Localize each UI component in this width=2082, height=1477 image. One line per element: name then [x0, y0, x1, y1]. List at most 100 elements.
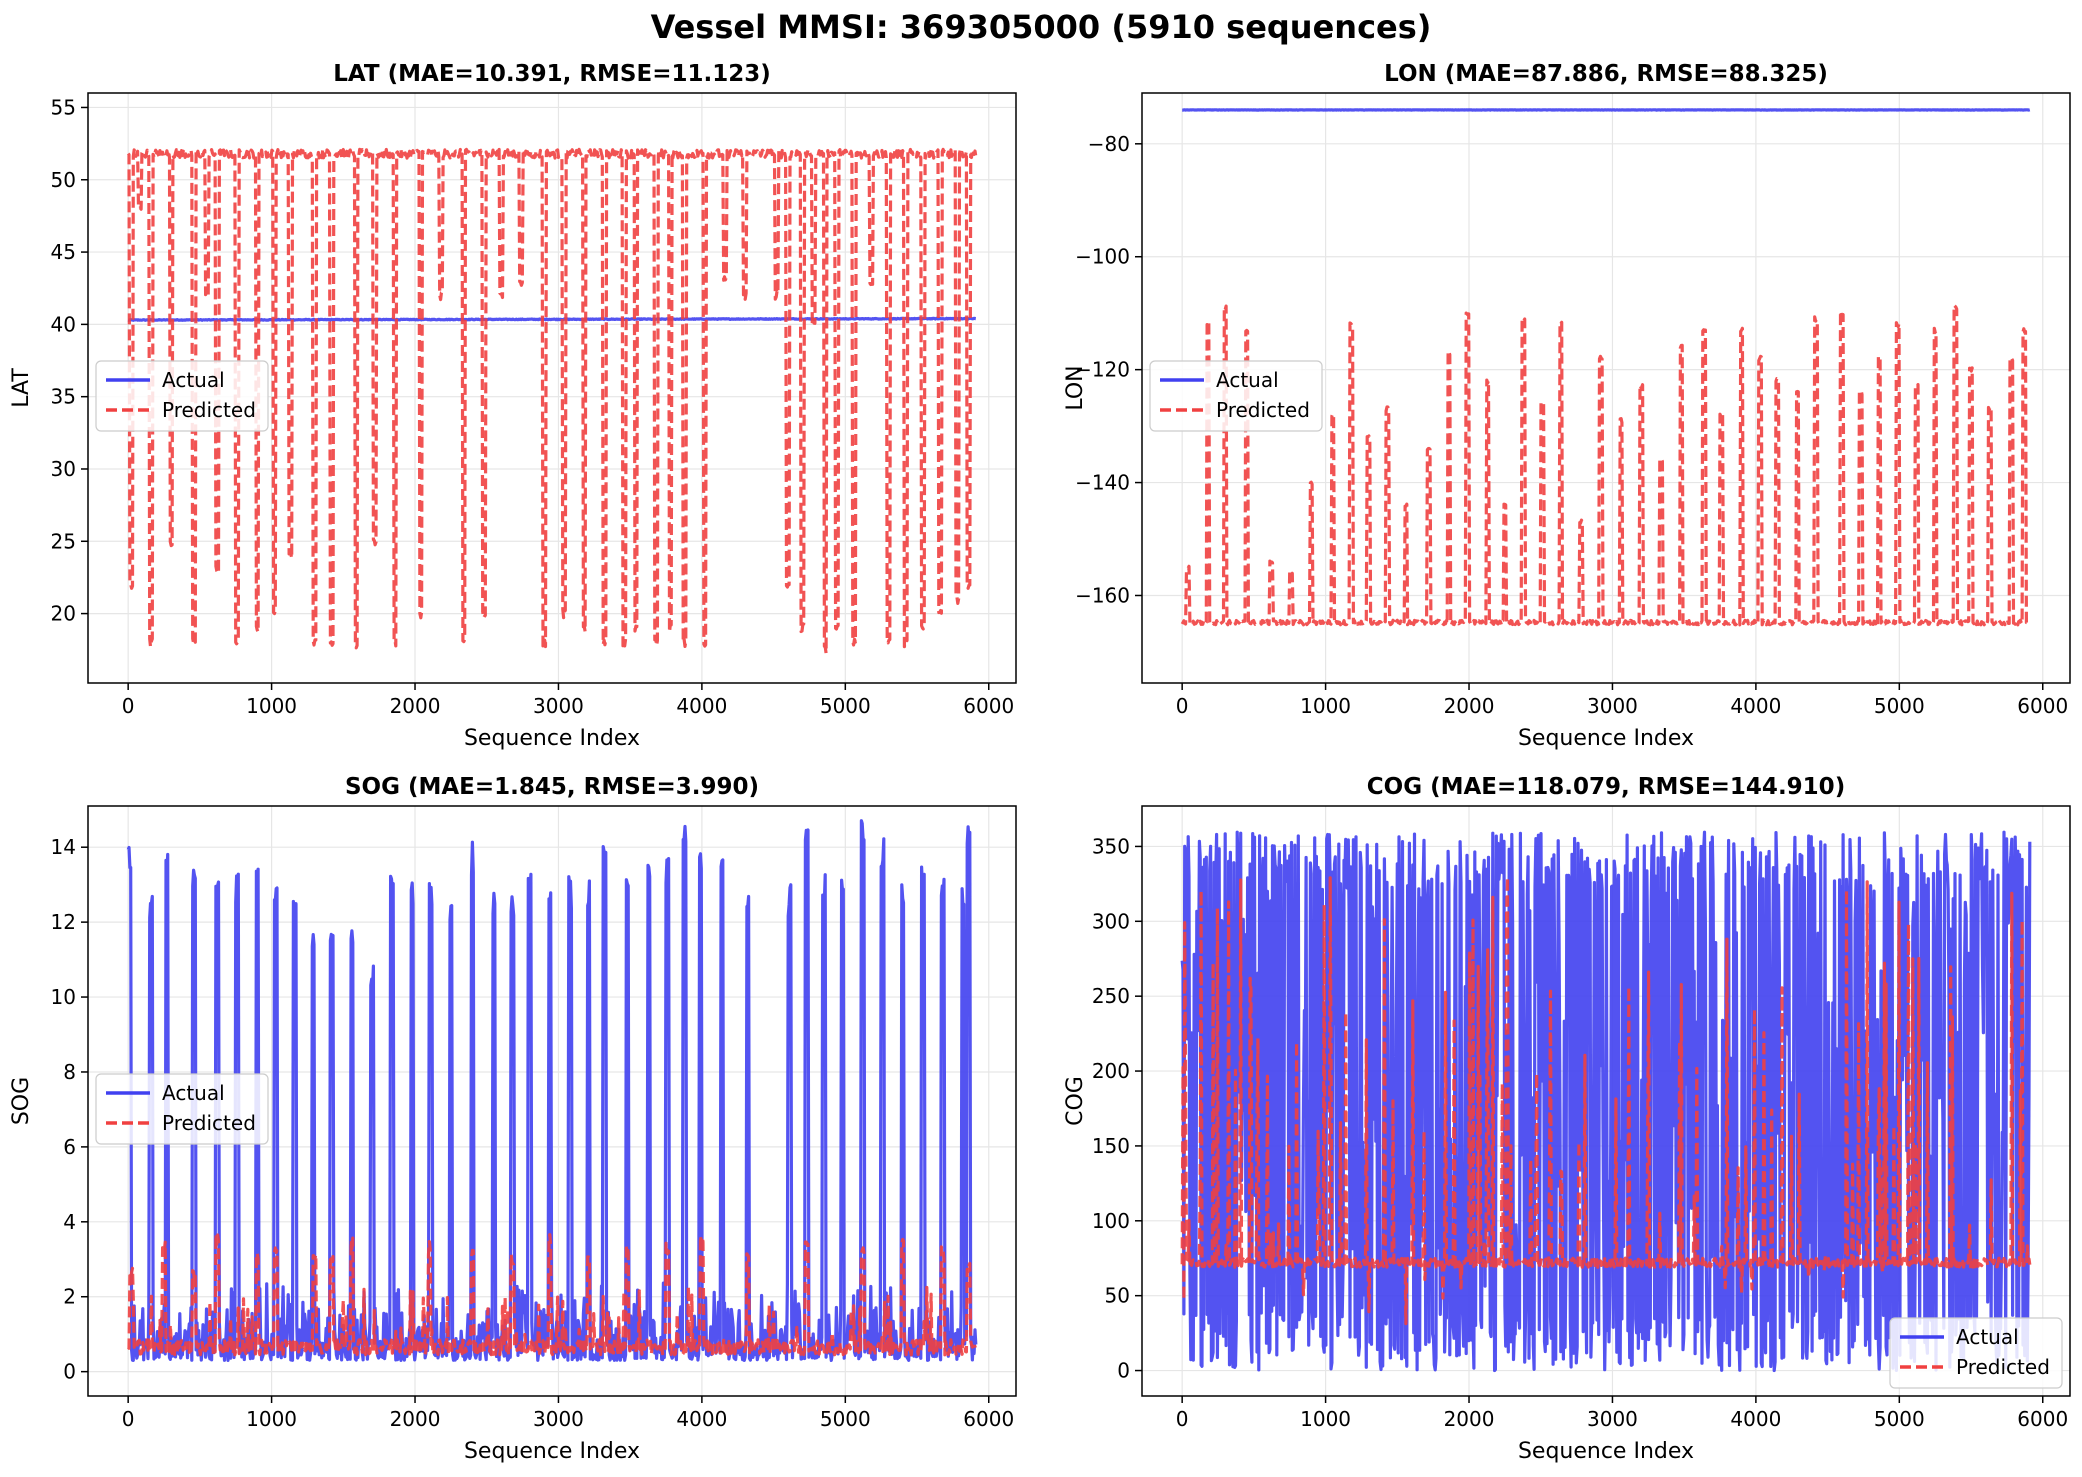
x-tick-label: 3000	[1587, 1407, 1638, 1431]
legend: Actual Predicted	[95, 360, 269, 432]
plot-area	[1180, 108, 2031, 627]
x-tick-label: 5000	[820, 694, 871, 718]
y-tick-label: 50	[51, 168, 76, 192]
legend: Actual Predicted	[1889, 1317, 2063, 1389]
x-tick-label: 4000	[1730, 1407, 1781, 1431]
axes-frame	[87, 805, 1017, 1397]
y-tick-label: 45	[51, 240, 76, 264]
y-tick-label: 40	[51, 312, 76, 336]
legend-label-predicted: Predicted	[1216, 398, 1310, 422]
x-tick-label: 1000	[1300, 694, 1351, 718]
series-actual	[1180, 830, 2032, 1373]
y-tick-label: 100	[1092, 1209, 1130, 1233]
x-tick-label: 0	[1176, 694, 1189, 718]
figure-suptitle: Vessel MMSI: 369305000 (5910 sequences)	[650, 8, 1432, 46]
subplot-cog: 0 1000 2000 3000 4000 5000 6000 0 50 100 150 200 250…	[1063, 774, 2071, 1464]
legend-label-actual: Actual	[1956, 1325, 2019, 1349]
y-tick-label: 20	[51, 602, 76, 626]
subplot-lon: 0 1000 2000 3000 4000 5000 6000 −160 −140 −120 −10…	[1063, 61, 2071, 751]
x-tick-label: 2000	[1444, 694, 1495, 718]
y-tick-label: 150	[1092, 1134, 1130, 1158]
x-tick-label: 4000	[676, 1407, 727, 1431]
y-tick-label: 200	[1092, 1059, 1130, 1083]
subplot-title: SOG (MAE=1.845, RMSE=3.990)	[345, 774, 759, 800]
x-tick-label: 0	[122, 694, 135, 718]
y-tick-label: 0	[63, 1360, 76, 1384]
y-tick-label: 300	[1092, 909, 1130, 933]
subplot-lat: 0 1000 2000 3000 4000 5000 6000 20 25 30 35 40 45 50 5…	[9, 61, 1017, 751]
x-tick-label: 2000	[390, 694, 441, 718]
legend: Actual Predicted	[95, 1073, 269, 1145]
subplot-sog: 0 1000 2000 3000 4000 5000 6000 0 2 4 6 8 10 12 14 SOG …	[9, 774, 1017, 1464]
x-tick-label: 3000	[1587, 694, 1638, 718]
x-tick-label: 5000	[1874, 694, 1925, 718]
legend-label-predicted: Predicted	[1956, 1355, 2050, 1379]
y-tick-label: −140	[1075, 471, 1130, 495]
x-axis-label: Sequence Index	[1518, 726, 1694, 751]
y-tick-label: 12	[51, 910, 76, 934]
subplot-title: LAT (MAE=10.391, RMSE=11.123)	[333, 61, 770, 87]
y-tick-label: −100	[1075, 245, 1130, 269]
x-axis-label: Sequence Index	[1518, 1439, 1694, 1464]
y-tick-label: 6	[63, 1135, 76, 1159]
series-predicted	[1180, 303, 2031, 627]
axes-frame	[87, 92, 1017, 684]
legend-label-actual: Actual	[1216, 368, 1279, 392]
plot-area	[126, 147, 978, 655]
y-tick-label: −160	[1075, 583, 1130, 607]
axes-frame	[1141, 92, 2071, 684]
y-tick-label: −120	[1075, 358, 1130, 382]
x-tick-label: 5000	[1874, 1407, 1925, 1431]
axes-frame	[1141, 805, 2071, 1397]
series-predicted	[126, 147, 978, 655]
y-axis-label: COG	[1063, 1076, 1088, 1126]
x-tick-label: 6000	[2017, 694, 2068, 718]
x-tick-label: 5000	[820, 1407, 871, 1431]
x-tick-label: 3000	[533, 1407, 584, 1431]
y-tick-label: 4	[63, 1210, 76, 1234]
x-tick-label: 0	[1176, 1407, 1189, 1431]
x-tick-label: 3000	[533, 694, 584, 718]
y-tick-label: 25	[51, 529, 76, 553]
y-tick-label: 30	[51, 457, 76, 481]
y-tick-label: 10	[51, 985, 76, 1009]
y-axis-label: LON	[1063, 365, 1088, 410]
x-axis-label: Sequence Index	[464, 1439, 640, 1464]
subplot-title: COG (MAE=118.079, RMSE=144.910)	[1367, 774, 1845, 800]
legend-label-predicted: Predicted	[162, 398, 256, 422]
x-tick-label: 0	[122, 1407, 135, 1431]
x-axis-label: Sequence Index	[464, 726, 640, 751]
x-tick-label: 2000	[1444, 1407, 1495, 1431]
x-tick-label: 4000	[676, 694, 727, 718]
x-tick-label: 1000	[1300, 1407, 1351, 1431]
y-tick-label: 350	[1092, 834, 1130, 858]
x-tick-label: 6000	[963, 1407, 1014, 1431]
series-predicted	[127, 1232, 978, 1357]
legend-label-predicted: Predicted	[162, 1111, 256, 1135]
x-tick-label: 6000	[963, 694, 1014, 718]
y-axis-label: SOG	[9, 1077, 34, 1125]
y-tick-label: 8	[63, 1060, 76, 1084]
y-tick-label: −80	[1088, 132, 1130, 156]
y-tick-label: 250	[1092, 984, 1130, 1008]
y-tick-label: 0	[1117, 1359, 1130, 1383]
y-tick-label: 55	[51, 95, 76, 119]
y-tick-label: 35	[51, 385, 76, 409]
y-tick-label: 2	[63, 1285, 76, 1309]
subplot-title: LON (MAE=87.886, RMSE=88.325)	[1384, 61, 1828, 87]
y-tick-label: 50	[1105, 1284, 1130, 1308]
plot-area	[1180, 830, 2032, 1373]
plot-area	[126, 819, 978, 1362]
x-tick-label: 6000	[2017, 1407, 2068, 1431]
series-actual	[127, 316, 977, 322]
legend-label-actual: Actual	[162, 368, 225, 392]
legend-label-actual: Actual	[162, 1081, 225, 1105]
x-tick-label: 4000	[1730, 694, 1781, 718]
x-tick-label: 1000	[246, 1407, 297, 1431]
legend: Actual Predicted	[1149, 360, 1323, 432]
y-axis-label: LAT	[9, 368, 34, 408]
y-tick-label: 14	[51, 835, 76, 859]
series-predicted	[1180, 875, 2032, 1326]
x-tick-label: 2000	[390, 1407, 441, 1431]
